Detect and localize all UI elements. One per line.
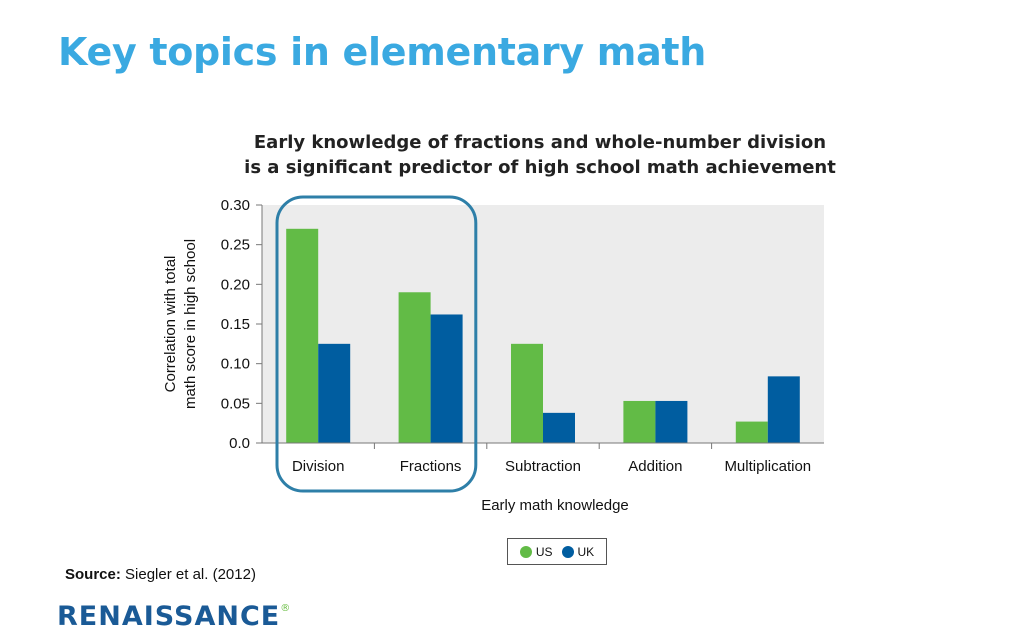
logo-registered-mark: ® [280, 603, 292, 614]
bar-us-addition [623, 400, 656, 443]
chart-title-line-2: is a significant predictor of high schoo… [244, 157, 836, 178]
y-tick-label: 0.10 [221, 356, 250, 373]
x-tick-label-multiplication: Multiplication [724, 458, 811, 475]
chart-legend: US UK [507, 538, 607, 565]
legend-item-uk: UK [561, 544, 595, 559]
bar-us-multiplication [735, 421, 768, 443]
legend-label-uk: UK [577, 544, 595, 559]
bar-us-subtraction [511, 343, 543, 443]
y-axis-label-line-1: Correlation with total [162, 256, 179, 393]
y-tick-label: 0.30 [221, 197, 250, 214]
chart-title: Early knowledge of fractions and whole-n… [230, 130, 850, 180]
bar-uk-multiplication [767, 376, 800, 443]
bar-uk-subtraction [543, 412, 575, 443]
renaissance-logo: RENAISSANCE® [57, 601, 291, 632]
legend-swatch-uk [561, 545, 574, 558]
bar-us-division [286, 228, 319, 443]
bars [286, 228, 800, 443]
legend-label-us: US [535, 544, 553, 559]
x-tick-label-fractions: Fractions [400, 458, 462, 475]
y-axis-ticks: 0.0 0.05 0.10 0.15 0.20 0.25 0.30 [221, 197, 263, 452]
y-axis-label-line-2: math score in high school [182, 239, 199, 409]
x-axis-ticks: Division Fractions Subtraction Addition Mult… [292, 443, 811, 475]
x-tick-label-subtraction: Subtraction [505, 458, 581, 475]
bar-us-fractions [398, 292, 431, 443]
bar-uk-addition [655, 400, 688, 443]
x-axis-label: Early math knowledge [481, 497, 629, 514]
logo-text: RENAISSANCE [57, 601, 281, 632]
bar-uk-fractions [430, 314, 463, 443]
source-citation: Source: Siegler et al. (2012) [65, 566, 256, 583]
y-tick-label: 0.15 [221, 316, 250, 333]
source-text: Siegler et al. (2012) [125, 566, 256, 583]
legend-swatch-us [519, 545, 532, 558]
x-tick-label-division: Division [292, 458, 345, 475]
highlight-box [275, 195, 478, 493]
legend-item-us: US [519, 544, 553, 559]
y-tick-label: 0.25 [221, 237, 250, 254]
y-tick-label: 0.0 [229, 435, 250, 452]
bar-uk-division [318, 343, 351, 443]
slide-title: Key topics in elementary math [58, 30, 707, 74]
y-tick-label: 0.20 [221, 276, 250, 293]
source-label: Source: [65, 566, 121, 583]
chart-title-line-1: Early knowledge of fractions and whole-n… [253, 132, 827, 153]
y-tick-label: 0.05 [221, 395, 250, 412]
x-tick-label-addition: Addition [628, 458, 682, 475]
